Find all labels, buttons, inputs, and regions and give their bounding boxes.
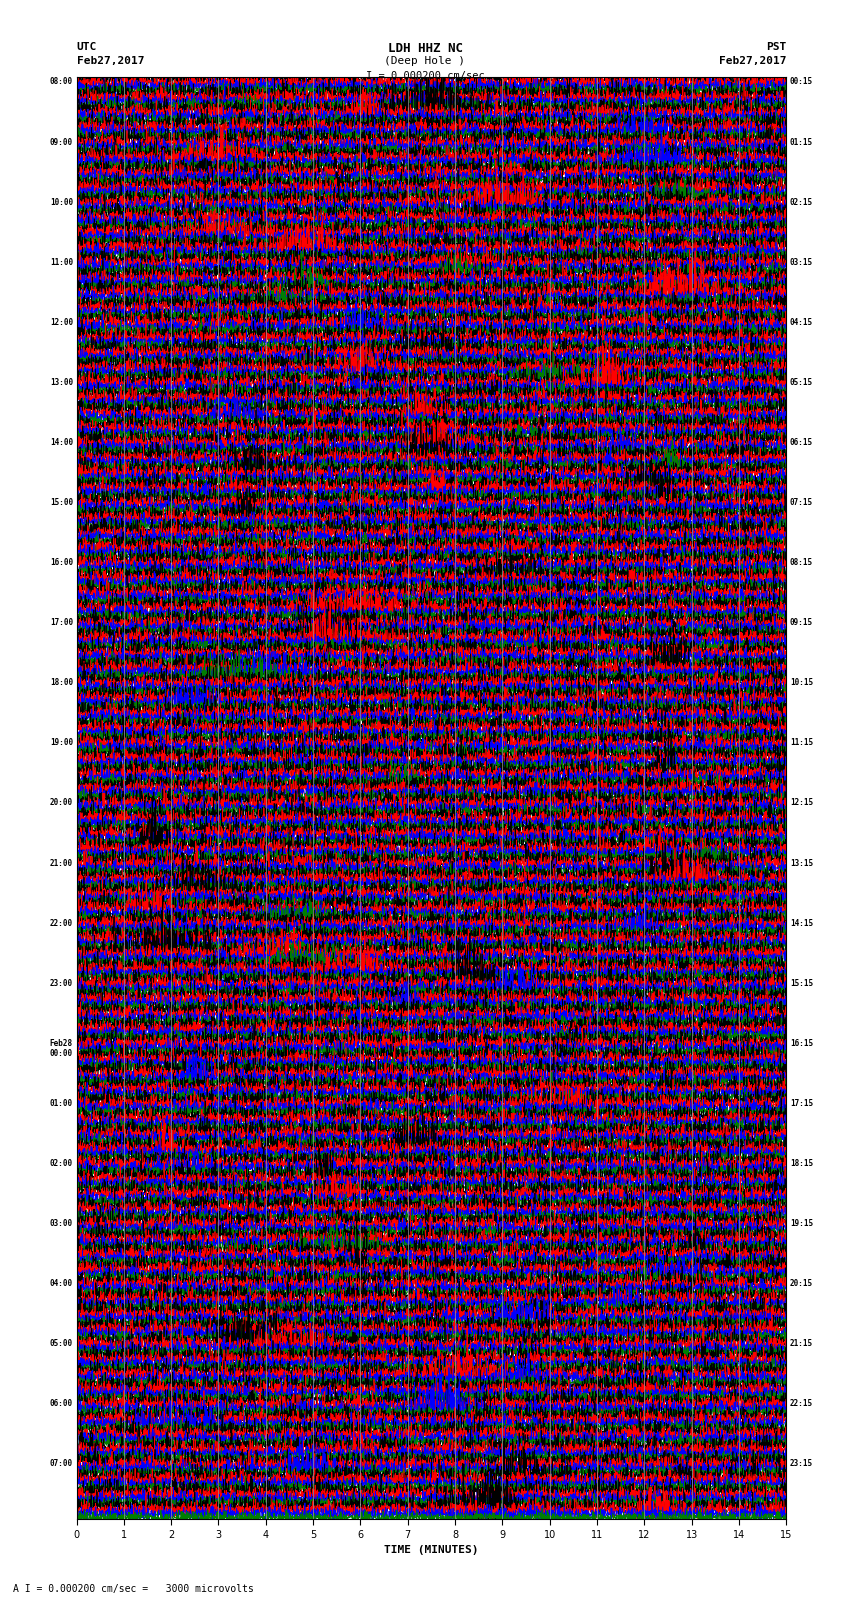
Text: PST: PST [766, 42, 786, 52]
Text: 01:00: 01:00 [50, 1098, 73, 1108]
Text: 07:15: 07:15 [790, 498, 813, 506]
Text: 16:15: 16:15 [790, 1039, 813, 1048]
Text: 03:00: 03:00 [50, 1219, 73, 1227]
Text: 15:15: 15:15 [790, 979, 813, 987]
Text: 07:00: 07:00 [50, 1460, 73, 1468]
Text: 04:15: 04:15 [790, 318, 813, 327]
Text: 03:15: 03:15 [790, 258, 813, 266]
Text: 01:15: 01:15 [790, 137, 813, 147]
Text: 19:00: 19:00 [50, 739, 73, 747]
Text: 22:15: 22:15 [790, 1398, 813, 1408]
Text: 14:15: 14:15 [790, 919, 813, 927]
Text: 04:00: 04:00 [50, 1279, 73, 1289]
Text: 20:00: 20:00 [50, 798, 73, 808]
Text: 12:15: 12:15 [790, 798, 813, 808]
Text: 06:15: 06:15 [790, 437, 813, 447]
Text: 08:15: 08:15 [790, 558, 813, 568]
X-axis label: TIME (MINUTES): TIME (MINUTES) [384, 1545, 479, 1555]
Text: 02:00: 02:00 [50, 1158, 73, 1168]
Text: UTC: UTC [76, 42, 97, 52]
Text: 19:15: 19:15 [790, 1219, 813, 1227]
Text: 06:00: 06:00 [50, 1398, 73, 1408]
Text: 05:00: 05:00 [50, 1339, 73, 1348]
Text: 17:00: 17:00 [50, 618, 73, 627]
Text: 11:15: 11:15 [790, 739, 813, 747]
Text: 12:00: 12:00 [50, 318, 73, 327]
Text: (Deep Hole ): (Deep Hole ) [384, 56, 466, 66]
Text: Feb27,2017: Feb27,2017 [719, 56, 786, 66]
Text: 18:00: 18:00 [50, 679, 73, 687]
Text: 15:00: 15:00 [50, 498, 73, 506]
Text: Feb28
00:00: Feb28 00:00 [50, 1039, 73, 1058]
Text: 00:15: 00:15 [790, 77, 813, 87]
Text: I = 0.000200 cm/sec: I = 0.000200 cm/sec [366, 71, 484, 81]
Text: 18:15: 18:15 [790, 1158, 813, 1168]
Text: 21:00: 21:00 [50, 858, 73, 868]
Text: 09:15: 09:15 [790, 618, 813, 627]
Text: 20:15: 20:15 [790, 1279, 813, 1289]
Text: 22:00: 22:00 [50, 919, 73, 927]
Text: 16:00: 16:00 [50, 558, 73, 568]
Text: Feb27,2017: Feb27,2017 [76, 56, 144, 66]
Text: 11:00: 11:00 [50, 258, 73, 266]
Text: 17:15: 17:15 [790, 1098, 813, 1108]
Text: 21:15: 21:15 [790, 1339, 813, 1348]
Text: 23:15: 23:15 [790, 1460, 813, 1468]
Text: 13:15: 13:15 [790, 858, 813, 868]
Text: A I = 0.000200 cm/sec =   3000 microvolts: A I = 0.000200 cm/sec = 3000 microvolts [13, 1584, 253, 1594]
Text: 10:15: 10:15 [790, 679, 813, 687]
Text: 13:00: 13:00 [50, 377, 73, 387]
Text: 09:00: 09:00 [50, 137, 73, 147]
Text: 10:00: 10:00 [50, 198, 73, 206]
Text: LDH HHZ NC: LDH HHZ NC [388, 42, 462, 55]
Text: 14:00: 14:00 [50, 437, 73, 447]
Text: 23:00: 23:00 [50, 979, 73, 987]
Text: 02:15: 02:15 [790, 198, 813, 206]
Text: 08:00: 08:00 [50, 77, 73, 87]
Text: 05:15: 05:15 [790, 377, 813, 387]
